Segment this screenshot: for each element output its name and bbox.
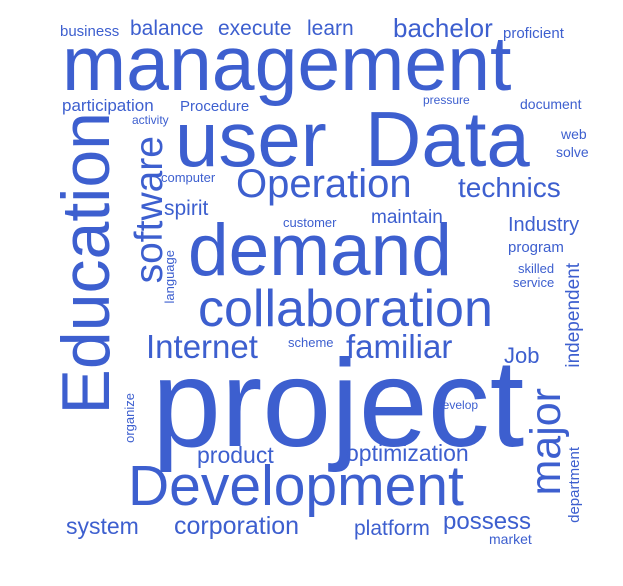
word-technics: technics bbox=[458, 172, 561, 203]
word-spirit: spirit bbox=[164, 197, 209, 220]
word-optimization: optimization bbox=[346, 440, 469, 466]
word-proficient: proficient bbox=[503, 25, 564, 42]
word-internet: Internet bbox=[146, 328, 258, 365]
word-procedure: Procedure bbox=[180, 98, 250, 115]
word-development: Development bbox=[128, 454, 464, 518]
word-activity: activity bbox=[132, 113, 169, 127]
word-organize: organize bbox=[122, 393, 137, 443]
word-system: system bbox=[66, 513, 139, 539]
word-project: project bbox=[152, 335, 525, 473]
word-job: Job bbox=[504, 343, 540, 368]
word-education: Education bbox=[48, 112, 124, 415]
word-familiar: familiar bbox=[346, 328, 453, 365]
word-possess: possess bbox=[443, 508, 532, 535]
word-customer: customer bbox=[283, 215, 337, 230]
word-balance: balance bbox=[130, 17, 204, 40]
word-program: program bbox=[508, 239, 564, 256]
word-platform: platform bbox=[354, 517, 430, 540]
word-corporation: corporation bbox=[174, 512, 300, 540]
word-department: department bbox=[566, 447, 583, 523]
word-business: business bbox=[60, 23, 120, 40]
word-service: service bbox=[513, 275, 555, 290]
word-independent: independent bbox=[563, 263, 584, 368]
word-web: web bbox=[561, 126, 587, 142]
word-pressure: pressure bbox=[423, 93, 470, 107]
word-collaboration: collaboration bbox=[198, 280, 493, 338]
word-language: language bbox=[162, 250, 177, 304]
word-solve: solve bbox=[556, 144, 589, 160]
word-participation: participation bbox=[62, 96, 154, 115]
word-product: product bbox=[197, 442, 274, 468]
word-demand: demand bbox=[188, 210, 452, 291]
word-develop: develop bbox=[436, 398, 479, 412]
word-learn: learn bbox=[307, 17, 354, 40]
word-user: user bbox=[175, 95, 327, 183]
word-skilled: skilled bbox=[518, 261, 555, 276]
word-major: major bbox=[522, 388, 570, 496]
word-scheme: scheme bbox=[288, 335, 334, 350]
word-maintain: maintain bbox=[371, 207, 443, 228]
word-market: market bbox=[489, 531, 532, 547]
word-management: management bbox=[62, 21, 512, 107]
word-execute: execute bbox=[218, 17, 292, 40]
word-bachelor: bachelor bbox=[393, 13, 493, 43]
word-document: document bbox=[520, 96, 582, 112]
word-data: Data bbox=[365, 95, 530, 183]
word-industry: Industry bbox=[508, 214, 580, 236]
word-operation: Operation bbox=[236, 162, 412, 206]
word-computer: computer bbox=[161, 170, 216, 185]
